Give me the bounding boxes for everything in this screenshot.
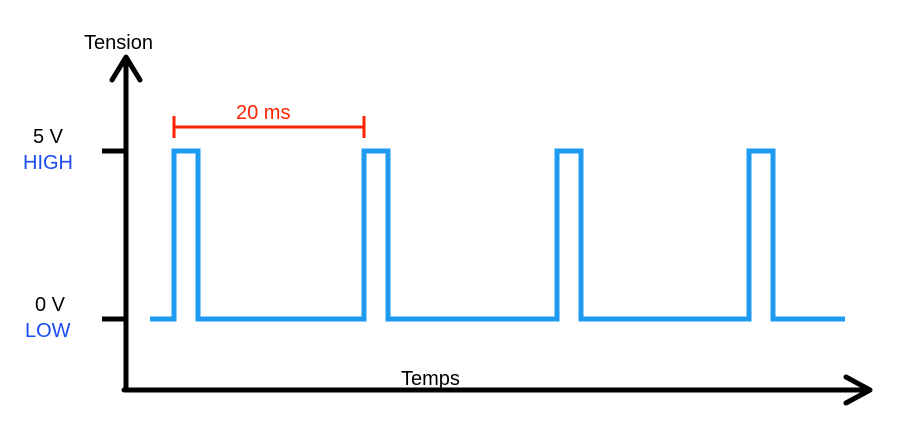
pwm-signal-trace [150,148,845,322]
y-axis-arrowhead [109,54,143,83]
high-voltage-label: 5 V [33,126,64,148]
low-voltage-label: 0 V [35,294,66,316]
period-label: 20 ms [236,102,290,124]
x-axis-label: Temps [401,368,460,390]
period-measure: 20 ms [172,102,366,138]
x-axis-arrowhead [843,374,873,406]
low-state-label: LOW [25,320,71,342]
high-state-label: HIGH [23,152,73,174]
y-axis-label: Tension [84,32,153,54]
